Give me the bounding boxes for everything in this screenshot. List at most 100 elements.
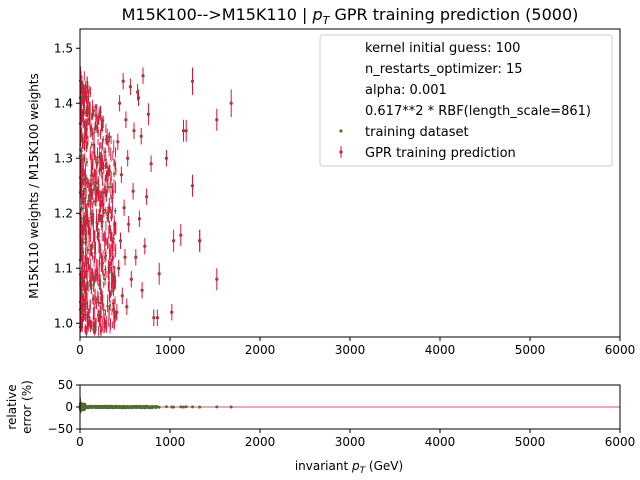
training-point	[117, 267, 120, 270]
training-point	[152, 316, 155, 319]
dense-training-point	[87, 219, 91, 223]
training-point	[132, 129, 136, 132]
dense-training-point	[113, 274, 116, 277]
dense-training-point	[102, 309, 105, 312]
training-point	[185, 129, 188, 132]
main-plot: 0 1000 2000 3000 4000 5000 6000 1.01.11.21.31.…	[27, 28, 635, 357]
residual-dense-point	[115, 405, 118, 409]
residual-point	[182, 405, 185, 409]
residual-point	[164, 405, 168, 409]
residual-y-tick-label: 0	[65, 400, 73, 414]
training-point	[140, 135, 143, 138]
dense-training-point	[88, 106, 91, 110]
dense-training-point	[109, 185, 113, 189]
dense-training-point	[80, 207, 83, 210]
chart-title: M15K100-->M15K110 | pT GPR training pred…	[122, 5, 579, 27]
dense-training-point	[92, 109, 96, 113]
dense-training-point	[80, 279, 83, 282]
training-point	[123, 206, 126, 209]
residual-dense-point	[82, 408, 86, 412]
main-y-tick-label: 1.2	[54, 206, 73, 220]
residual-y-tick-label: −50	[48, 422, 73, 436]
dense-training-point	[106, 140, 109, 143]
dense-training-point	[81, 217, 85, 220]
training-point	[120, 173, 123, 176]
dense-training-point	[89, 212, 92, 215]
training-point	[156, 316, 159, 319]
training-point	[147, 113, 150, 116]
residual-y-label-line1: relative	[5, 384, 19, 429]
dense-training-point	[103, 278, 107, 281]
dense-training-point	[90, 287, 93, 290]
training-point	[215, 118, 218, 121]
legend-kernel-guess: kernel initial guess: 100	[365, 41, 520, 56]
training-point	[145, 195, 148, 198]
residual-dense-point	[83, 406, 86, 410]
residual-x-tick-label: 6000	[605, 435, 636, 449]
dense-training-point	[92, 188, 96, 192]
main-y-tick-label: 1.1	[54, 261, 73, 275]
legend: kernel initial guess: 100 n_restarts_opt…	[319, 34, 613, 167]
dense-training-point	[92, 200, 96, 203]
training-point	[127, 223, 130, 226]
training-point	[191, 80, 194, 83]
residual-y-tick-label: 50	[58, 378, 73, 392]
training-point	[121, 294, 124, 297]
dense-training-point	[96, 181, 100, 185]
dense-training-point	[88, 305, 92, 308]
dense-training-point	[94, 114, 97, 117]
dense-training-point	[91, 274, 95, 277]
dense-training-point	[81, 242, 84, 245]
dense-training-point	[91, 212, 95, 216]
dense-training-point	[98, 208, 102, 212]
dense-training-point	[81, 158, 84, 161]
dense-training-point	[105, 194, 108, 197]
residual-point	[184, 405, 188, 409]
residual-point	[229, 405, 233, 409]
dense-training-point	[93, 321, 96, 325]
training-point	[141, 289, 144, 292]
legend-training-label: training dataset	[365, 125, 469, 140]
residual-x-axis-label: invariant pT (GeV)	[295, 459, 403, 476]
training-point	[115, 311, 118, 314]
dense-training-point	[110, 271, 113, 275]
main-x-tick-label: 4000	[425, 343, 456, 357]
training-point	[138, 217, 141, 220]
data-points	[115, 67, 233, 326]
dense-training-point	[83, 187, 87, 190]
training-point	[182, 129, 185, 132]
training-point	[126, 157, 129, 160]
training-point	[124, 118, 127, 121]
dense-training-point	[80, 290, 83, 294]
dense-prediction-cluster	[78, 66, 118, 337]
training-point	[125, 305, 128, 308]
dense-training-point	[106, 304, 109, 308]
training-point	[215, 278, 218, 281]
residual-point	[198, 405, 202, 409]
legend-kernel-result: 0.617**2 * RBF(length_scale=861)	[365, 104, 591, 119]
main-y-tick-label: 1.4	[54, 96, 73, 110]
training-point	[143, 245, 146, 248]
training-point	[118, 102, 121, 105]
training-point	[150, 162, 153, 165]
dense-training-point	[84, 284, 88, 288]
training-point	[165, 157, 168, 160]
residual-point	[141, 405, 145, 409]
dense-training-point	[84, 308, 87, 312]
residual-dense-point	[90, 405, 93, 409]
residual-x-tick-label: 5000	[515, 435, 546, 449]
main-x-tick-label: 5000	[515, 343, 546, 357]
dense-training-point	[85, 146, 88, 149]
dense-training-point	[84, 123, 87, 127]
dense-training-point	[98, 301, 102, 305]
dense-training-point	[108, 135, 111, 139]
residual-x-tick-label: 0	[76, 435, 84, 449]
dense-training-point	[92, 326, 96, 330]
dense-training-point	[91, 112, 95, 115]
dense-training-point	[85, 161, 89, 164]
main-x-tick-label: 2000	[245, 343, 276, 357]
dense-training-point	[86, 248, 89, 252]
dense-training-point	[106, 211, 110, 215]
dense-training-point	[100, 224, 103, 227]
